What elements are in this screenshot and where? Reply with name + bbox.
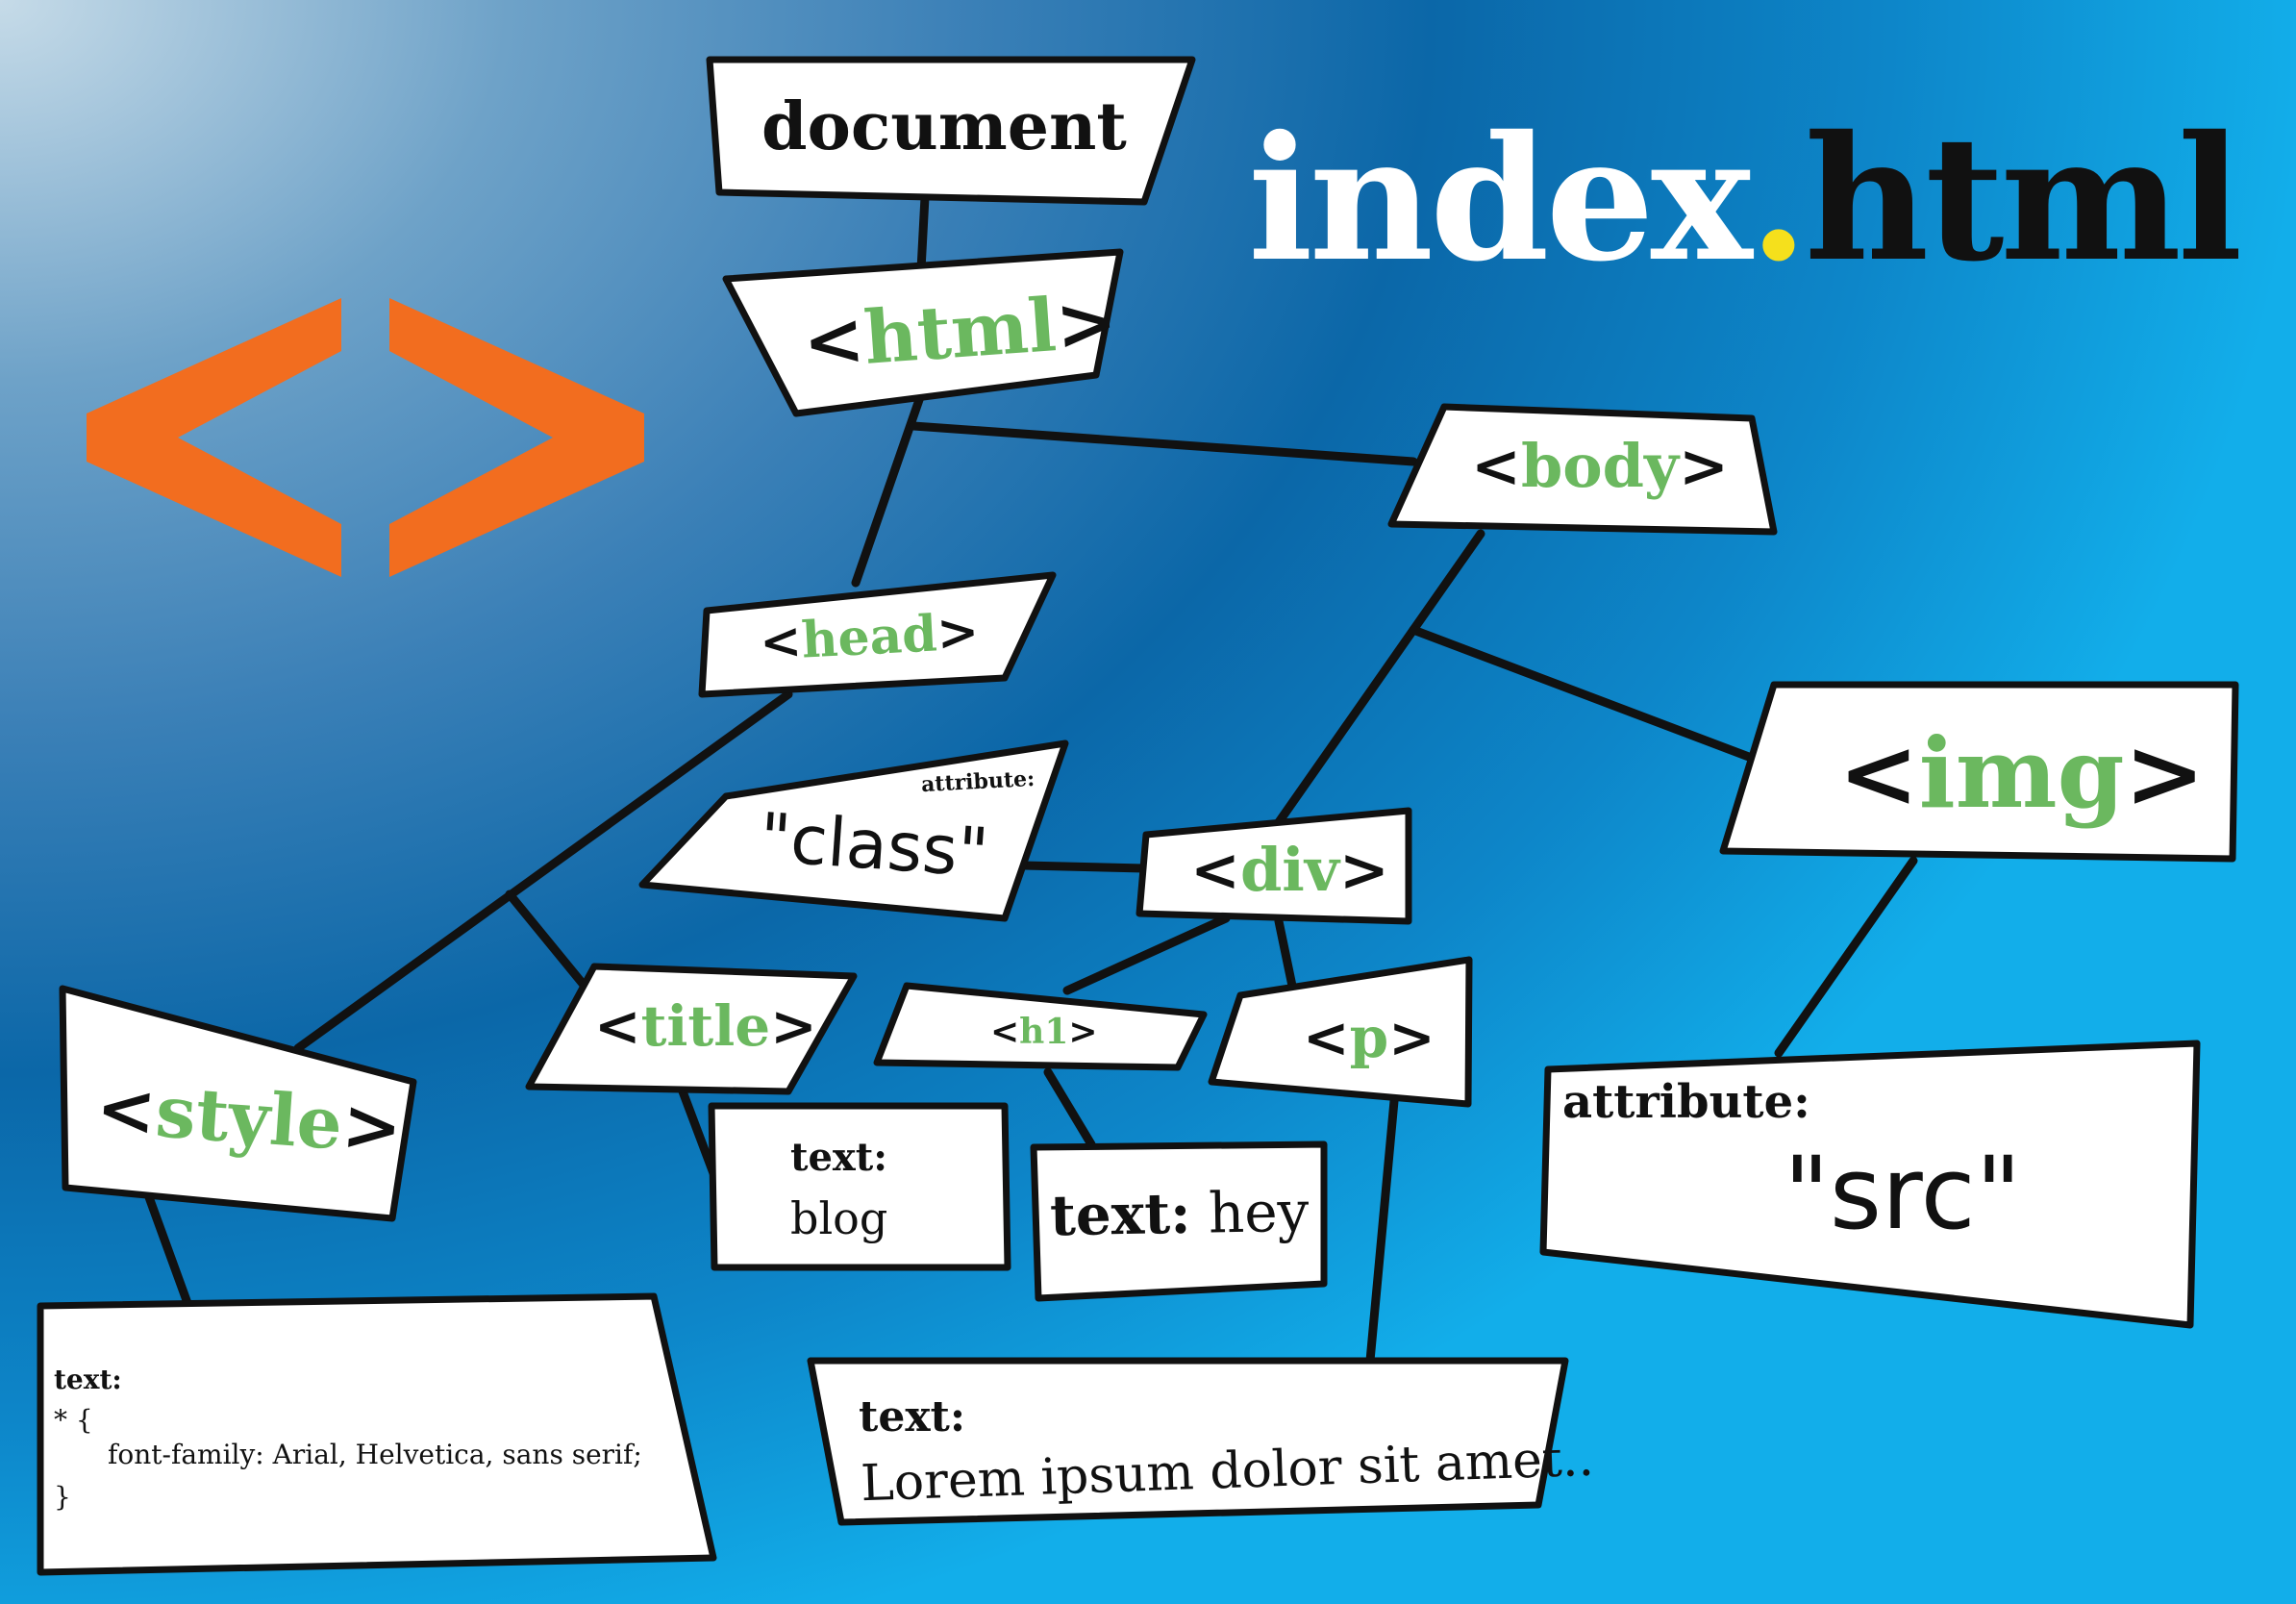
code-brackets-icon	[87, 298, 644, 577]
node-p-shape	[1208, 956, 1473, 1108]
edge-body-img	[1409, 625, 1774, 769]
node-head: <head>	[758, 602, 981, 672]
node-document-shape	[706, 56, 1196, 206]
edge-div-h1	[1062, 914, 1231, 995]
node-class-shape	[638, 739, 1069, 922]
node-text-blog-value: blog	[790, 1192, 888, 1244]
node-class-attribute-value: "class"	[757, 797, 991, 893]
edge-div-p	[1274, 916, 1298, 995]
edge-style-text	[144, 1192, 192, 1308]
node-text-style-line1: * {	[54, 1404, 93, 1436]
edge-body-div	[1274, 529, 1485, 827]
node-style-text-shape	[37, 1292, 717, 1576]
node-title-shape	[525, 963, 858, 1095]
node-document: document	[761, 88, 1127, 165]
node-p: <p>	[1303, 1005, 1435, 1070]
edge-p-lorem	[1365, 1096, 1399, 1366]
node-img-shape	[1719, 681, 2239, 863]
node-text-blog-label: text:	[790, 1135, 888, 1180]
node-blog-shape	[708, 1102, 1011, 1271]
edge-head-style	[293, 689, 793, 1053]
node-h1: <h1>	[990, 1012, 1098, 1052]
node-text-lorem-label: text:	[859, 1392, 966, 1441]
node-head-shape	[698, 571, 1057, 698]
edge-title-blog	[678, 1087, 718, 1178]
node-src-shape	[1539, 1040, 2201, 1329]
node-hey-shape	[1030, 1140, 1328, 1302]
node-text-style-line3: }	[54, 1481, 71, 1513]
node-body-shape	[1387, 403, 1778, 536]
node-text-hey: text: hey	[1049, 1178, 1310, 1249]
edge-img-src	[1774, 856, 1918, 1058]
node-style-shape	[59, 985, 417, 1222]
node-html-shape	[722, 248, 1124, 417]
node-div-shape	[1136, 807, 1412, 925]
node-h1-shape	[873, 982, 1208, 1071]
node-lorem-shape	[807, 1357, 1569, 1526]
node-text-style-label: text:	[54, 1364, 122, 1395]
edge-h1-hey	[1043, 1067, 1096, 1149]
node-img: <img>	[1838, 716, 2206, 830]
node-src-attribute-value: "src"	[1784, 1135, 2022, 1252]
node-div: <div>	[1190, 835, 1389, 905]
node-body: <body>	[1471, 431, 1729, 501]
node-title: <title>	[594, 993, 817, 1059]
node-src-attribute-label: attribute:	[1562, 1075, 1810, 1129]
node-text-style-line2: font-family: Arial, Helvetica, sans seri…	[108, 1439, 642, 1470]
page-title: index.html	[1248, 98, 2242, 299]
edge-html-body	[909, 421, 1418, 466]
edge-document-html	[916, 192, 930, 274]
edge-class-div	[1019, 861, 1149, 873]
